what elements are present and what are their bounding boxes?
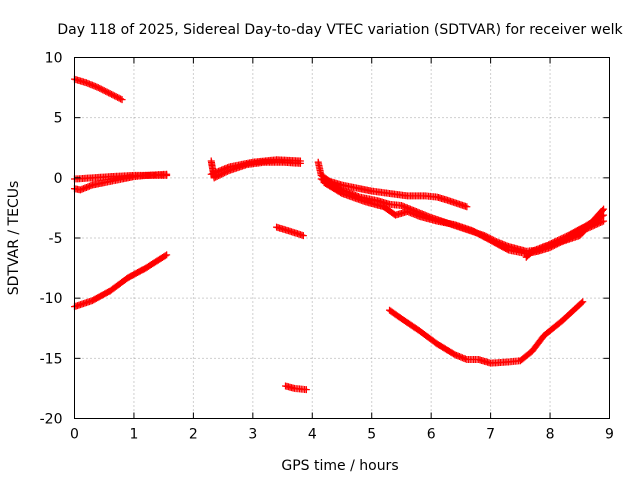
x-tick-label: 1 — [129, 427, 138, 443]
series-points — [71, 75, 126, 104]
y-tick-label: -5 — [49, 231, 63, 247]
series-arc-6 — [207, 156, 304, 178]
grid-lines — [74, 57, 610, 419]
y-tick-label: 0 — [54, 171, 63, 187]
y-tick-label: 10 — [45, 51, 63, 67]
series-arc-8 — [282, 382, 310, 394]
y-tick-label: 5 — [54, 111, 63, 127]
series-points — [386, 298, 587, 367]
x-tick-label: 7 — [486, 427, 495, 443]
x-tick-label: 6 — [427, 427, 436, 443]
x-tick-label: 8 — [546, 427, 555, 443]
series-arc-13 — [386, 298, 587, 367]
series-points — [71, 251, 171, 311]
y-tick-label: -10 — [40, 291, 63, 307]
x-tick-label: 9 — [605, 427, 614, 443]
series-points — [207, 156, 304, 178]
series-points — [273, 223, 307, 240]
series-arc-1 — [71, 75, 126, 104]
axis-ticks: 0 1 2 3 4 5 6 7 8 9 -20 -15 -10 -5 0 5 10 — [40, 51, 614, 443]
series-arc-7 — [273, 223, 307, 240]
plot-frame — [74, 57, 610, 419]
series-points — [522, 205, 608, 261]
y-axis-label: SDTVAR / TECUs — [6, 181, 22, 296]
series-arc-4 — [71, 251, 171, 311]
x-tick-label: 4 — [308, 427, 317, 443]
x-tick-label: 3 — [248, 427, 257, 443]
series-arc-11 — [320, 179, 608, 258]
y-tick-label: -15 — [40, 351, 63, 367]
series-points — [320, 179, 608, 258]
y-tick-label: -20 — [40, 412, 63, 428]
x-axis-label: GPS time / hours — [281, 458, 398, 474]
x-tick-label: 2 — [189, 427, 198, 443]
series-arc-12 — [522, 205, 608, 261]
series-points — [282, 382, 310, 394]
chart-title: Day 118 of 2025, Sidereal Day-to-day VTE… — [57, 22, 623, 38]
x-tick-label: 5 — [367, 427, 376, 443]
data-series — [71, 75, 608, 394]
x-tick-label: 0 — [70, 427, 79, 443]
